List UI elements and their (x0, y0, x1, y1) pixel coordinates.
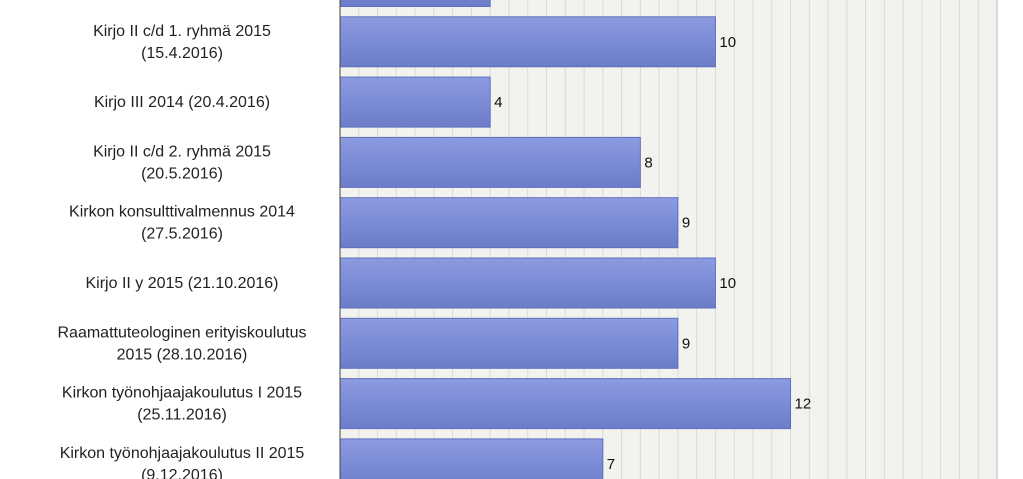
category-label: Kirkon konsulttivalmennus 2014 (27.5.2016… (69, 204, 295, 243)
bar (339, 76, 491, 128)
bar (339, 317, 679, 369)
category-label: Raamattuteologinen erityiskoulutus 2015 (… (57, 324, 306, 363)
category-label: Kirjo II c/d 2. ryhmä 2015 (20.5.2016) (93, 143, 271, 182)
value-label: 10 (719, 275, 736, 292)
value-label: 10 (719, 34, 736, 51)
category-label: Kirjo II y 2015 (21.10.2016) (85, 275, 278, 292)
bars (339, 0, 792, 479)
bar (339, 0, 491, 7)
value-label: 9 (682, 215, 690, 232)
value-label: 12 (795, 396, 812, 413)
bar (339, 257, 716, 309)
bar (339, 438, 604, 479)
category-label: Kirjo II c/d 1. ryhmä 2015 (15.4.2016) (93, 23, 271, 62)
category-label: Kirkon työnohjaajakoulutus I 2015 (25.11.… (62, 385, 302, 424)
bar (339, 16, 716, 68)
category-labels: Kirjo II c/d 1. ryhmä 2015 (15.4.2016) Kir… (57, 23, 306, 479)
bar (339, 136, 641, 188)
value-label: 8 (644, 154, 652, 171)
value-label: 9 (682, 335, 690, 352)
value-labels: 10 4 8 9 10 9 12 7 (494, 34, 811, 473)
value-label: 7 (607, 456, 615, 473)
category-label: Kirjo III 2014 (20.4.2016) (94, 94, 270, 111)
bar (339, 378, 792, 430)
bar (339, 197, 679, 249)
value-label: 4 (494, 94, 502, 111)
category-label: Kirkon työnohjaajakoulutus II 2015 (9.12.… (60, 445, 305, 479)
